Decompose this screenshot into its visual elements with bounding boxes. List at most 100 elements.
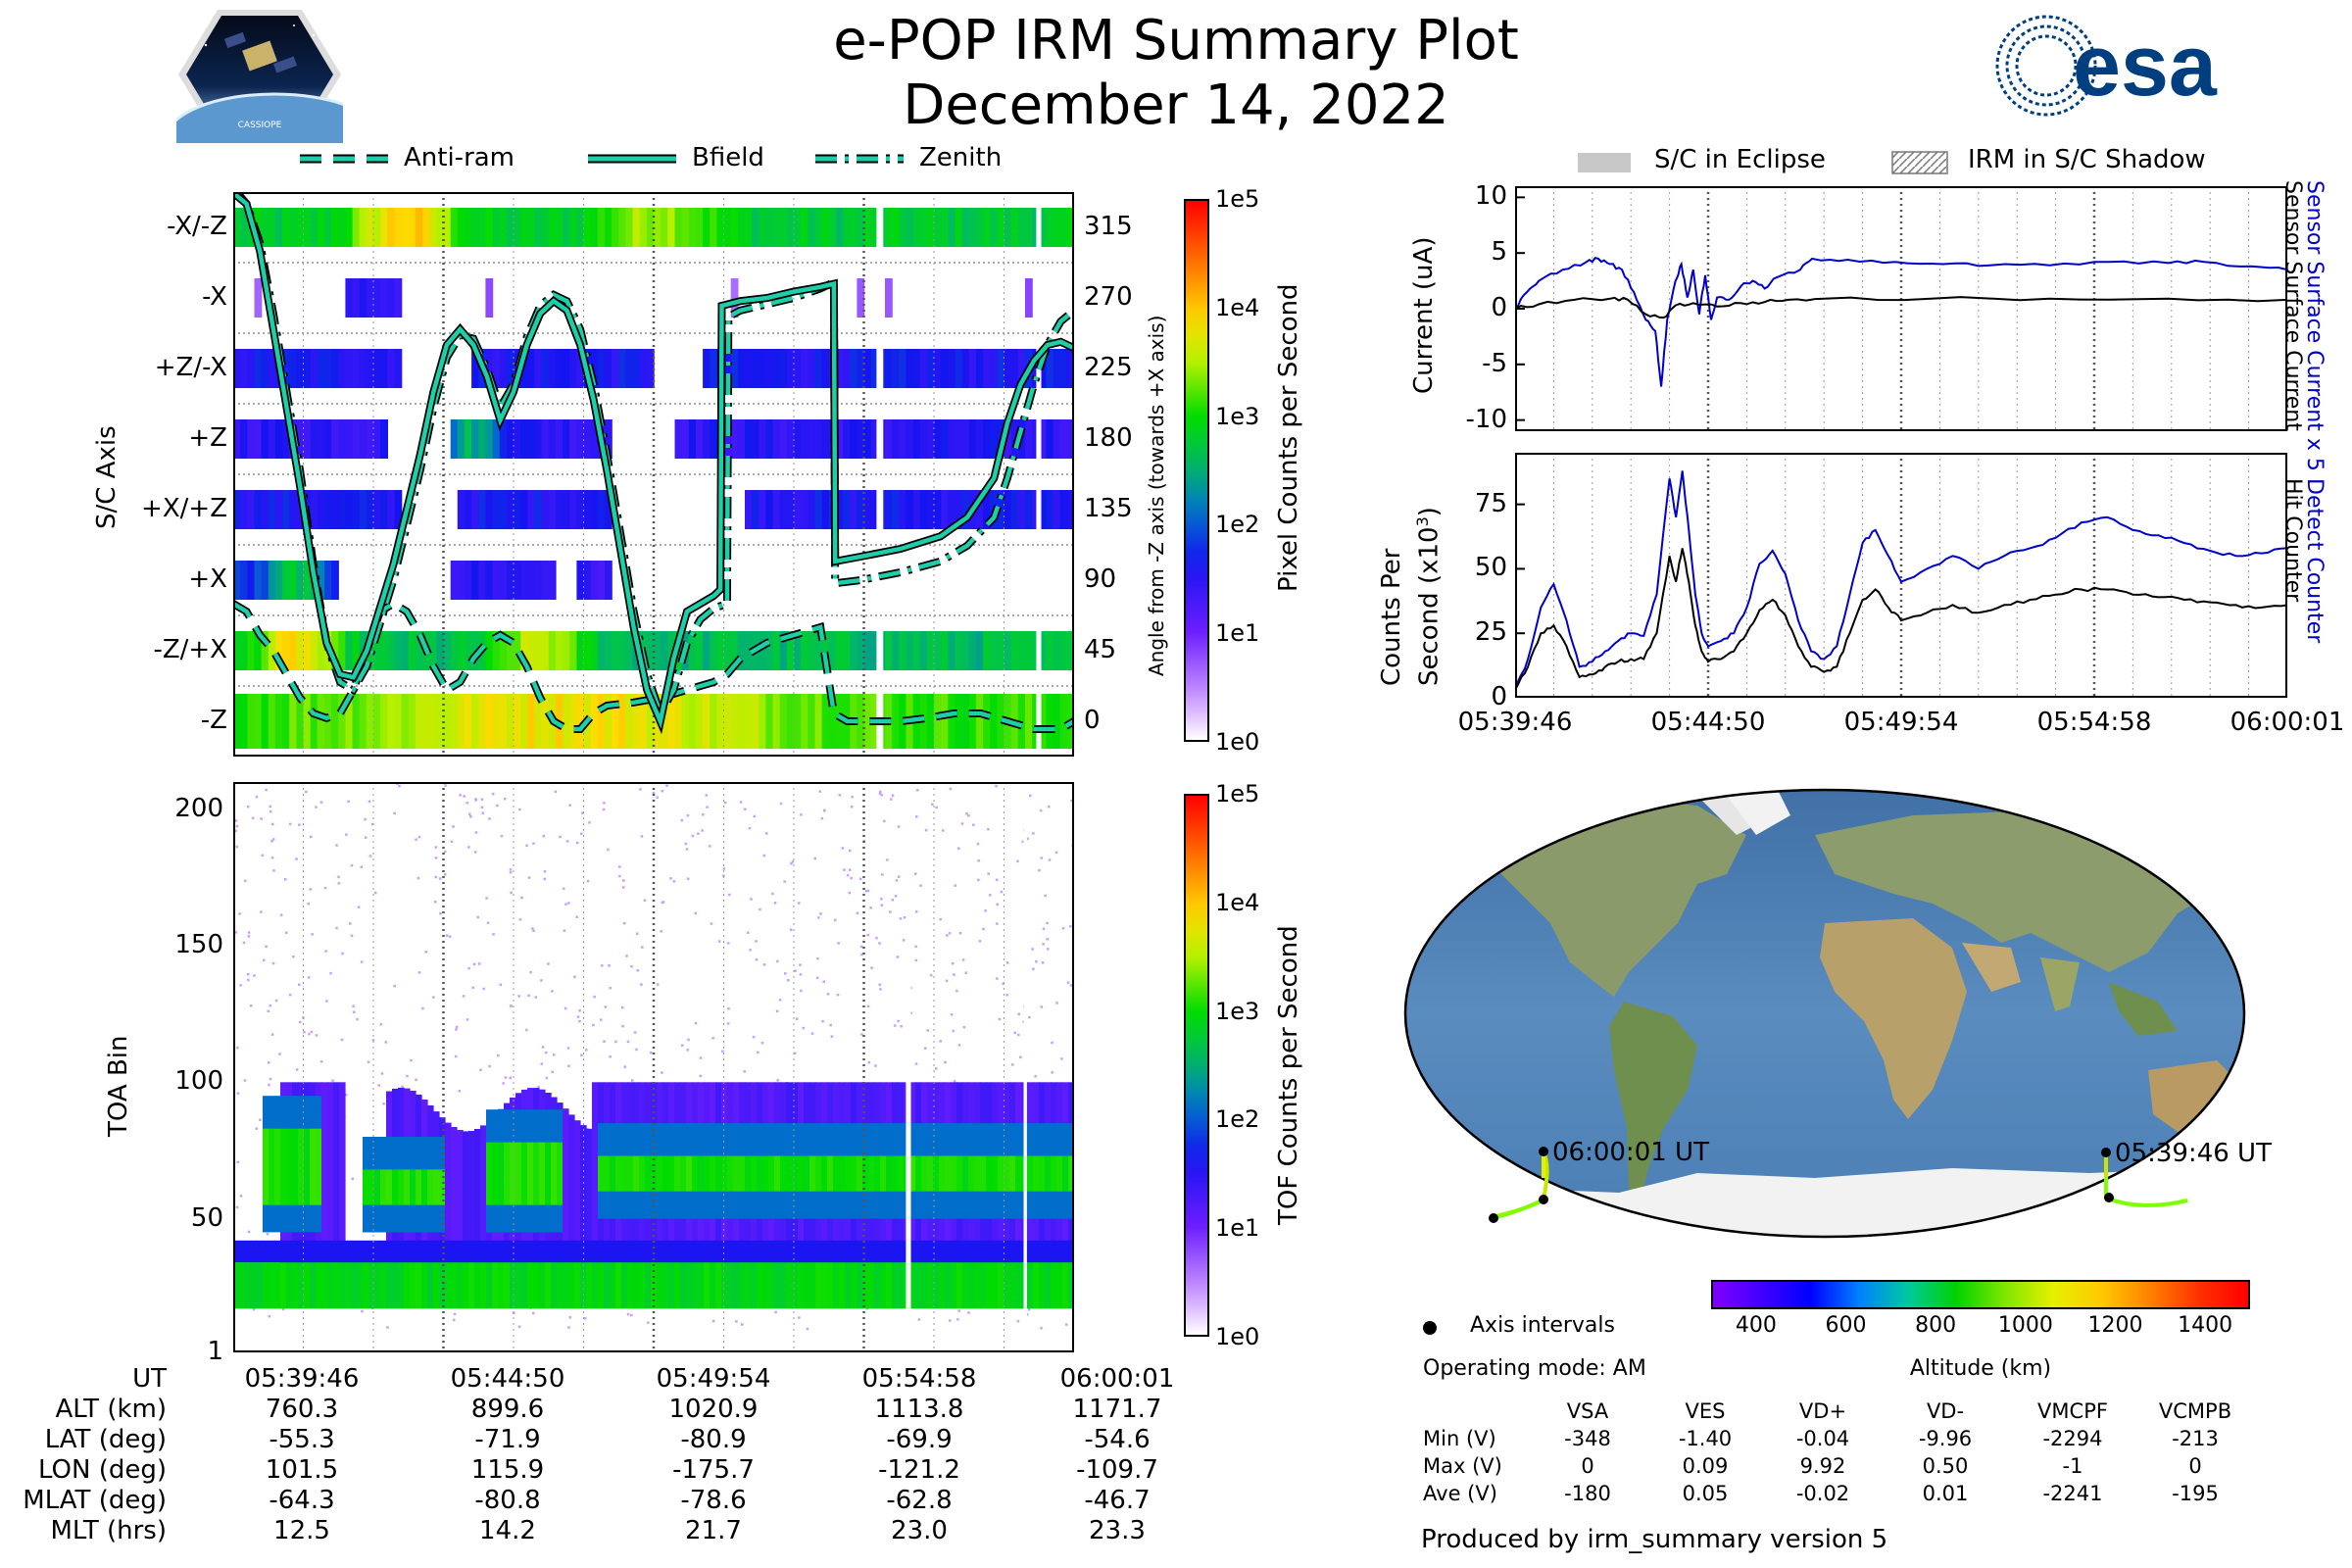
heat-cell	[703, 208, 710, 247]
heat-cell	[801, 490, 808, 529]
heat-cell	[605, 694, 612, 749]
heat-cell	[331, 694, 339, 749]
noise-dot	[1017, 1012, 1020, 1016]
heat-cell	[1032, 208, 1040, 247]
noise-dot	[957, 1044, 961, 1047]
noise-dot	[553, 1054, 556, 1056]
noise-dot	[1060, 1057, 1063, 1060]
toa-mid-strip	[1039, 1240, 1046, 1263]
noise-dot	[821, 1019, 824, 1023]
ut-cell: -78.6	[680, 1486, 747, 1515]
toa-core-inner	[504, 1142, 511, 1205]
heat-cell	[779, 419, 788, 459]
noise-dot	[967, 1311, 970, 1314]
heat-cell	[752, 349, 760, 388]
toa-low-strip	[780, 1262, 787, 1309]
axis-intervals-marker	[1423, 1321, 1437, 1335]
toa-low-strip	[398, 1262, 405, 1309]
toa-core-inner	[498, 1142, 505, 1205]
heat-cell	[583, 561, 592, 600]
heat-cell	[583, 490, 592, 529]
heat-cell	[310, 694, 318, 749]
heat-cell	[786, 490, 795, 529]
heat-cell	[352, 278, 361, 318]
noise-dot	[455, 1028, 458, 1031]
heat-cell	[499, 631, 508, 670]
heat-cell	[801, 694, 808, 749]
tof-colorbar-ticks: 1e5 1e4 1e3 1e2 1e1 1e0	[1215, 780, 1274, 1350]
heat-cell	[247, 561, 256, 600]
heat-cell	[1039, 490, 1048, 529]
toa-low-strip	[463, 1262, 469, 1309]
noise-dot	[263, 958, 266, 961]
noise-dot	[469, 815, 472, 818]
heat-cell	[282, 631, 290, 670]
noise-dot	[810, 1032, 814, 1035]
noise-dot	[929, 973, 933, 977]
noise-dot	[492, 933, 495, 936]
noise-dot	[235, 824, 239, 828]
toa-low-strip	[574, 1262, 581, 1309]
heat-cell	[906, 208, 914, 247]
heat-cell	[737, 631, 746, 670]
noise-dot	[310, 835, 313, 839]
noise-dot	[849, 849, 852, 853]
toa-low-strip	[804, 1262, 810, 1309]
noise-dot	[950, 1013, 954, 1016]
heat-cell	[674, 694, 683, 749]
heat-cell	[808, 349, 816, 388]
noise-dot	[1046, 938, 1049, 941]
noise-dot	[540, 1062, 543, 1065]
noise-dot	[434, 846, 438, 849]
heat-cell	[948, 349, 956, 388]
toa-mid-strip	[868, 1240, 875, 1263]
heat-cell	[310, 419, 318, 459]
toa-core-inner	[704, 1155, 710, 1192]
heat-cell	[835, 349, 844, 388]
noise-dot	[267, 1009, 270, 1012]
heat-cell	[955, 208, 963, 247]
toa-core-inner	[762, 1155, 769, 1192]
noise-dot	[488, 817, 491, 820]
noise-dot	[753, 814, 757, 818]
noise-dot	[282, 1307, 285, 1311]
noise-dot	[504, 1076, 508, 1079]
heat-cell	[506, 208, 514, 247]
sc-angle-tick: 90	[1084, 564, 1117, 594]
toa-low-strip	[368, 1262, 375, 1309]
noise-dot	[564, 1006, 567, 1010]
toa-mid-strip	[251, 1240, 258, 1263]
heat-cell	[752, 208, 760, 247]
heat-cell	[520, 490, 528, 529]
toa-low-strip	[439, 1262, 446, 1309]
toa-core-inner	[1068, 1155, 1074, 1192]
heat-cell	[597, 631, 606, 670]
heat-cell	[703, 631, 710, 670]
heat-cell	[997, 349, 1005, 388]
toa-mid-strip	[398, 1240, 405, 1263]
noise-dot	[819, 912, 822, 915]
heat-cell	[429, 208, 437, 247]
toa-mid-strip	[474, 1240, 481, 1263]
noise-dot	[448, 935, 452, 938]
noise-dot	[269, 1004, 271, 1007]
noise-dot	[542, 834, 545, 838]
heat-cell	[997, 208, 1005, 247]
heat-cell	[233, 349, 241, 388]
heat-cell	[1025, 419, 1033, 459]
volt-cell: -2241	[2042, 1482, 2103, 1505]
toa-low-strip	[321, 1262, 328, 1309]
noise-dot	[497, 1054, 500, 1057]
toa-low-strip	[1051, 1262, 1057, 1309]
heat-cell	[745, 631, 753, 670]
heat-cell	[254, 694, 263, 749]
heat-cell	[583, 208, 592, 247]
toa-low-strip	[951, 1262, 957, 1309]
toa-mid-strip	[239, 1240, 246, 1263]
heat-cell	[401, 208, 410, 247]
noise-dot	[931, 803, 934, 806]
noise-dot	[401, 1085, 404, 1089]
heat-cell	[814, 694, 823, 749]
noise-dot	[800, 989, 803, 993]
noise-dot	[650, 1051, 653, 1054]
